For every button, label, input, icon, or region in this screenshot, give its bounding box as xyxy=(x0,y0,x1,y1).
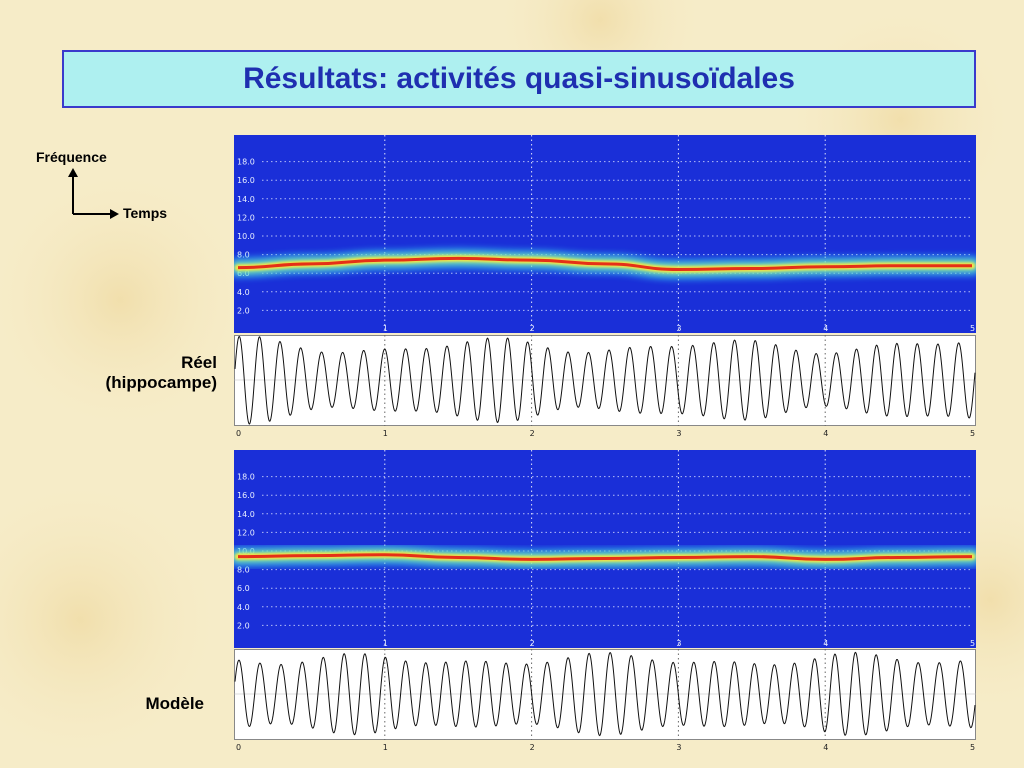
title-box: Résultats: activités quasi-sinusoïdales xyxy=(62,50,976,108)
freq-tick-label: 16.0 xyxy=(237,491,255,500)
spectrogram-background xyxy=(234,135,976,333)
trace-time-label: 1 xyxy=(383,429,388,437)
time-tick-label: 4 xyxy=(823,639,828,648)
trace-time-label: 0 xyxy=(236,743,241,751)
model-label: Modèle xyxy=(145,694,204,713)
freq-tick-label: 12.0 xyxy=(237,213,255,222)
oscillation-line xyxy=(234,335,976,425)
freq-tick-label: 2.0 xyxy=(237,306,250,315)
freq-tick-label: 8.0 xyxy=(237,251,250,260)
trace-time-label: 5 xyxy=(970,743,975,751)
trace-frame xyxy=(234,335,976,426)
oscillation-line xyxy=(234,651,976,737)
time-tick-label: 3 xyxy=(676,639,681,648)
time-tick-label: 2 xyxy=(530,639,535,648)
real-label: Réel (hippocampe) xyxy=(60,353,217,393)
time-tick-label: 5 xyxy=(970,324,975,333)
axis-arrows-icon xyxy=(68,168,119,219)
freq-tick-label: 2.0 xyxy=(237,621,250,630)
time-axis-label: Temps xyxy=(123,205,168,221)
trace-time-label: 5 xyxy=(970,429,975,437)
trace-model: 0 1 2 3 4 5 xyxy=(234,649,976,751)
time-tick-label: 4 xyxy=(823,324,828,333)
page-title: Résultats: activités quasi-sinusoïdales xyxy=(243,62,795,95)
time-tick-label: 3 xyxy=(676,324,681,333)
real-label-line1: Réel xyxy=(181,353,217,372)
time-tick-label: 5 xyxy=(970,639,975,648)
freq-tick-label: 16.0 xyxy=(237,176,255,185)
frequency-axis-label: Fréquence xyxy=(36,149,107,165)
spectrogram-real: 18.016.014.012.010.08.06.04.02.01 2 3 4 5 xyxy=(234,135,976,333)
freq-tick-label: 10.0 xyxy=(237,232,255,241)
trace-time-label: 1 xyxy=(383,743,388,751)
trace-real: 0 1 2 3 4 5 xyxy=(234,335,976,437)
trace-time-label: 3 xyxy=(676,429,681,437)
ridge-peak xyxy=(237,256,973,271)
freq-tick-label: 4.0 xyxy=(237,288,250,297)
freq-tick-label: 6.0 xyxy=(237,584,250,593)
freq-tick-label: 14.0 xyxy=(237,195,255,204)
freq-tick-label: 18.0 xyxy=(237,158,255,167)
spectrogram-model: 18.016.014.012.010.08.06.04.02.01 2 3 4 5 xyxy=(234,450,976,648)
real-label-line2: (hippocampe) xyxy=(105,373,217,392)
trace-time-label: 2 xyxy=(530,743,535,751)
time-tick-label: 1 xyxy=(383,639,388,648)
trace-time-label: 0 xyxy=(236,429,241,437)
freq-tick-label: 18.0 xyxy=(237,473,255,482)
freq-tick-label: 14.0 xyxy=(237,510,255,519)
freq-tick-label: 8.0 xyxy=(237,566,250,575)
trace-time-label: 2 xyxy=(530,429,535,437)
trace-time-label: 3 xyxy=(676,743,681,751)
ridge-peak xyxy=(237,553,973,561)
time-tick-label: 2 xyxy=(530,324,535,333)
axis-key: Fréquence Temps xyxy=(0,140,200,240)
time-tick-label: 1 xyxy=(383,324,388,333)
freq-tick-label: 4.0 xyxy=(237,603,250,612)
freq-tick-label: 12.0 xyxy=(237,528,255,537)
trace-time-label: 4 xyxy=(823,429,828,437)
trace-time-label: 4 xyxy=(823,743,828,751)
